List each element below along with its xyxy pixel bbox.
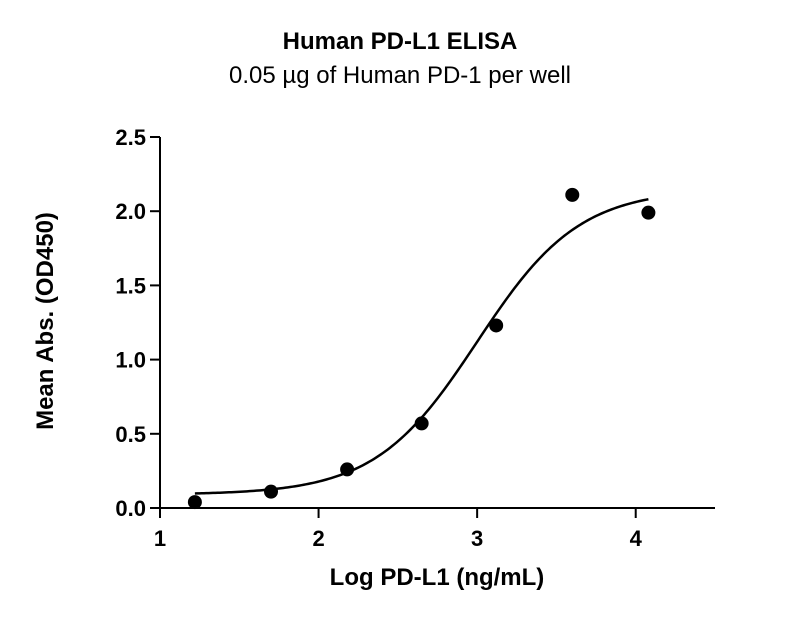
fit-curve-layer <box>194 198 649 495</box>
x-tick-label: 3 <box>471 526 483 551</box>
data-point <box>340 462 355 477</box>
data-point <box>641 205 656 220</box>
data-point <box>565 187 580 202</box>
data-points-layer <box>187 187 656 510</box>
x-axis-label: Log PD-L1 (ng/mL) <box>330 564 545 591</box>
y-tick-label: 2.0 <box>115 199 146 224</box>
data-point <box>187 495 202 510</box>
x-tick-label: 4 <box>630 526 643 551</box>
y-tick-label: 2.5 <box>115 125 146 150</box>
data-point <box>489 318 504 333</box>
x-tick-label: 1 <box>154 526 166 551</box>
data-point <box>264 484 278 499</box>
y-tick-label: 0.5 <box>115 422 146 447</box>
fit-curve <box>194 198 649 495</box>
x-tick-label: 2 <box>312 526 324 551</box>
chart-axes: 1 2 3 4 0.0 0.5 1.0 1.5 2.0 2.5 <box>115 125 715 551</box>
chart-subtitle: 0.05 µg of Human PD-1 per well <box>229 62 571 89</box>
y-tick-label: 0.0 <box>115 496 146 521</box>
y-axis-label: Mean Abs. (OD450) <box>32 212 59 430</box>
data-point <box>414 416 429 431</box>
y-tick-label: 1.0 <box>115 348 146 373</box>
y-tick-label: 1.5 <box>115 273 146 298</box>
chart-title: Human PD-L1 ELISA <box>282 28 518 55</box>
